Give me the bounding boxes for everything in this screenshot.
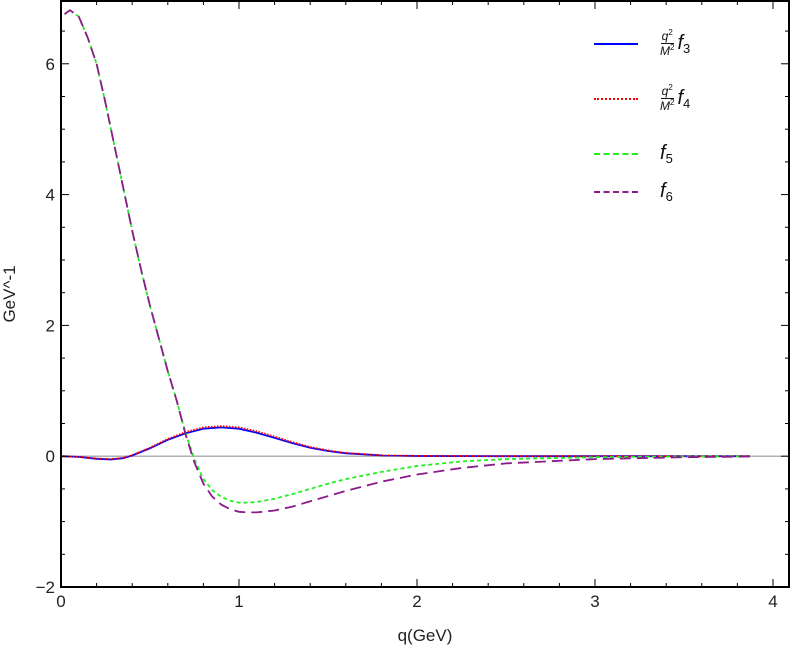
legend-text-part: q [661,29,669,43]
legend-item-3: f5 [594,142,673,165]
y-tick-label: 6 [46,55,55,74]
legend-text-part: f [677,32,684,54]
legend-text-part: f [660,180,666,202]
y-axis-label: GeV^-1 [0,265,19,322]
legend-label: f5 [660,142,673,165]
legend-text-part: 2 [668,83,673,92]
legend-text-part: 5 [665,151,673,166]
series-line-1 [60,426,750,461]
legend-text-part: 2 [670,43,675,52]
legend-text-part: 3 [683,41,691,56]
legend-item-4: f6 [594,180,673,203]
series-line-3 [64,9,750,504]
x-tick-label: 3 [590,592,599,611]
legend-text-part: q [661,84,669,98]
legend-text-part: M [660,44,670,58]
legend-item-1: q2 M2 f3 [594,28,691,58]
legend-text-part: f [660,142,666,164]
x-tick-label: 1 [234,592,243,611]
legend-label: q2 M2 f3 [660,28,691,58]
legend-label: q2 M2 f4 [660,83,691,113]
y-tick-label: −2 [36,578,55,597]
x-axis-label: q(GeV) [398,626,453,645]
x-tick-label: 0 [56,592,65,611]
legend-item-2: q2 M2 f4 [594,83,691,113]
legend-swatch [594,190,638,193]
legend-swatch [594,152,638,155]
x-tick-label: 2 [412,592,421,611]
legend-swatch [594,97,638,100]
legend-text-part: 4 [683,96,691,111]
series-line-2 [60,425,750,461]
legend-text-part: 2 [668,28,673,37]
y-tick-label: 4 [46,186,55,205]
legend-label: f6 [660,180,673,203]
series-line-4 [64,9,750,514]
legend-text-part: 2 [670,98,675,107]
y-tick-label: 0 [46,447,55,466]
x-tick-label: 4 [768,592,777,611]
legend-text-part: f [677,87,684,109]
legend-swatch [594,42,638,45]
legend-text-part: 6 [665,189,673,204]
plot-frame [60,0,790,588]
legend-text-part: M [660,99,670,113]
y-tick-label: 2 [46,316,55,335]
